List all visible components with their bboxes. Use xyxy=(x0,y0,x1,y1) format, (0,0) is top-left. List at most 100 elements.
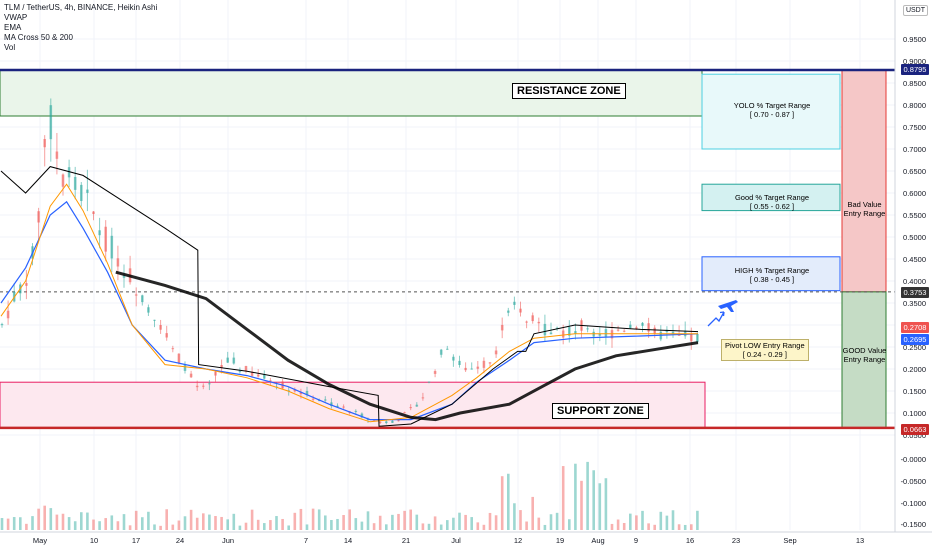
candle-body xyxy=(378,421,382,423)
volume-bar xyxy=(86,512,89,530)
volume-bar xyxy=(287,525,290,530)
volume-bar xyxy=(202,513,205,530)
volume-bar xyxy=(293,512,297,530)
candle-body xyxy=(568,327,571,336)
price-tick-label: 0.8500 xyxy=(903,79,926,88)
volume-bar xyxy=(214,516,217,530)
volume-bar xyxy=(330,519,333,530)
candle-body xyxy=(586,328,589,330)
candle-body xyxy=(635,327,638,330)
volume-bar xyxy=(159,525,162,530)
volume-bar xyxy=(61,513,65,530)
price-tick-label: 0.6500 xyxy=(903,167,926,176)
currency-label[interactable]: USDT xyxy=(902,5,928,16)
candle-body xyxy=(622,330,626,332)
candle-body xyxy=(86,189,89,193)
pivot-entry-title: Pivot LOW Entry Range xyxy=(725,341,805,350)
volume-bar xyxy=(92,519,95,530)
indicator-lines xyxy=(0,166,699,427)
candle-body xyxy=(256,374,260,377)
zones xyxy=(0,68,895,430)
candle-body xyxy=(0,324,4,326)
legend-ema[interactable]: EMA xyxy=(4,23,22,32)
price-tag-bottom[interactable]: 0.0663 xyxy=(901,424,929,435)
volume-bar xyxy=(500,476,504,530)
time-tick-label: May xyxy=(33,536,47,545)
good-target-box xyxy=(701,183,841,212)
time-axis[interactable]: May 10 17 24 Jun 7 14 21 Jul 12 19 Aug 9 16 23 Sep 13 xyxy=(0,531,932,545)
price-axis[interactable]: 0.9500 0.9000 0.8500 0.8000 0.7500 0.7000 0.65… xyxy=(894,0,926,532)
legend-ma-cross[interactable]: MA Cross 50 & 200 xyxy=(4,33,73,42)
volume-bar xyxy=(641,510,644,530)
candle-body xyxy=(574,331,577,334)
high-target-range: [ 0.38 - 0.45 ] xyxy=(749,275,795,284)
candle-body xyxy=(397,420,400,422)
series-line-0 xyxy=(0,200,699,421)
time-tick-label: 7 xyxy=(304,536,308,545)
candle-body xyxy=(555,327,559,329)
bad-value-title: Bad Value xyxy=(847,200,882,209)
volume-bar xyxy=(342,515,345,530)
volume-bar xyxy=(31,516,34,530)
volume-bar xyxy=(366,511,370,530)
volume-bar xyxy=(568,519,571,530)
volume-bar xyxy=(232,513,236,530)
volume-bar xyxy=(409,509,412,530)
volume-bar xyxy=(171,524,175,530)
price-tag-last[interactable]: 0.2708 xyxy=(901,322,929,333)
yolo-target-title: YOLO % Target Range xyxy=(733,101,811,110)
good-target-range: [ 0.55 - 0.62 ] xyxy=(749,202,795,211)
overlay xyxy=(707,300,738,327)
candle-body xyxy=(153,319,156,321)
volume-bar xyxy=(403,510,406,530)
yolo-target-label: YOLO % Target Range [ 0.70 - 0.87 ] xyxy=(704,101,840,119)
volume-bar xyxy=(677,524,681,530)
candle-body xyxy=(446,348,449,350)
price-tag-top[interactable]: 0.8795 xyxy=(901,64,929,75)
candle-body xyxy=(116,258,120,267)
legend-vwap[interactable]: VWAP xyxy=(4,13,28,22)
candle-body xyxy=(531,315,534,322)
volume-bars xyxy=(0,461,699,530)
plane-icon xyxy=(718,300,738,312)
legend-vol[interactable]: Vol xyxy=(4,43,16,52)
candle-body xyxy=(98,230,101,236)
good-target-title: Good % Target Range xyxy=(734,193,810,202)
candle-body xyxy=(525,321,528,323)
volume-bar xyxy=(415,514,419,530)
volume-bar xyxy=(537,517,541,530)
price-tick-label: 0.5500 xyxy=(903,211,926,220)
candle-body xyxy=(220,365,223,368)
resistance-zone-label: RESISTANCE ZONE xyxy=(512,83,626,99)
yolo-target-box xyxy=(701,73,841,150)
volume-bar xyxy=(98,521,101,530)
volume-bar xyxy=(427,523,431,530)
price-tag-vwap[interactable]: 0.2695 xyxy=(901,334,929,345)
volume-bar xyxy=(348,509,351,530)
candle-body xyxy=(549,332,553,335)
bad-value-label: Bad Value Entry Range xyxy=(842,200,887,218)
time-tick-label: 9 xyxy=(634,536,638,545)
candle-body xyxy=(250,371,254,376)
volume-bar xyxy=(208,514,211,530)
bad-value-box xyxy=(841,69,887,293)
volume-bar xyxy=(183,516,187,530)
volume-bar xyxy=(153,524,156,530)
volume-bar xyxy=(476,522,480,530)
price-tag-mid[interactable]: 0.3753 xyxy=(901,287,929,298)
volume-bar xyxy=(629,513,632,530)
volume-tick-label: -0.0500 xyxy=(901,477,926,486)
candle-body xyxy=(641,322,644,326)
candle-body xyxy=(385,421,388,424)
high-target-label: HIGH % Target Range [ 0.38 - 0.45 ] xyxy=(704,266,840,284)
volume-bar xyxy=(275,516,278,530)
series-line-1 xyxy=(0,183,698,423)
volume-bar xyxy=(49,508,53,530)
candle-body xyxy=(263,374,266,379)
candle-body xyxy=(61,174,65,187)
volume-bar xyxy=(220,516,223,530)
pivot-entry-label: Pivot LOW Entry Range [ 0.24 - 0.29 ] xyxy=(721,339,809,361)
bad-value-subtitle: Entry Range xyxy=(843,209,886,218)
candle-body xyxy=(507,310,510,313)
